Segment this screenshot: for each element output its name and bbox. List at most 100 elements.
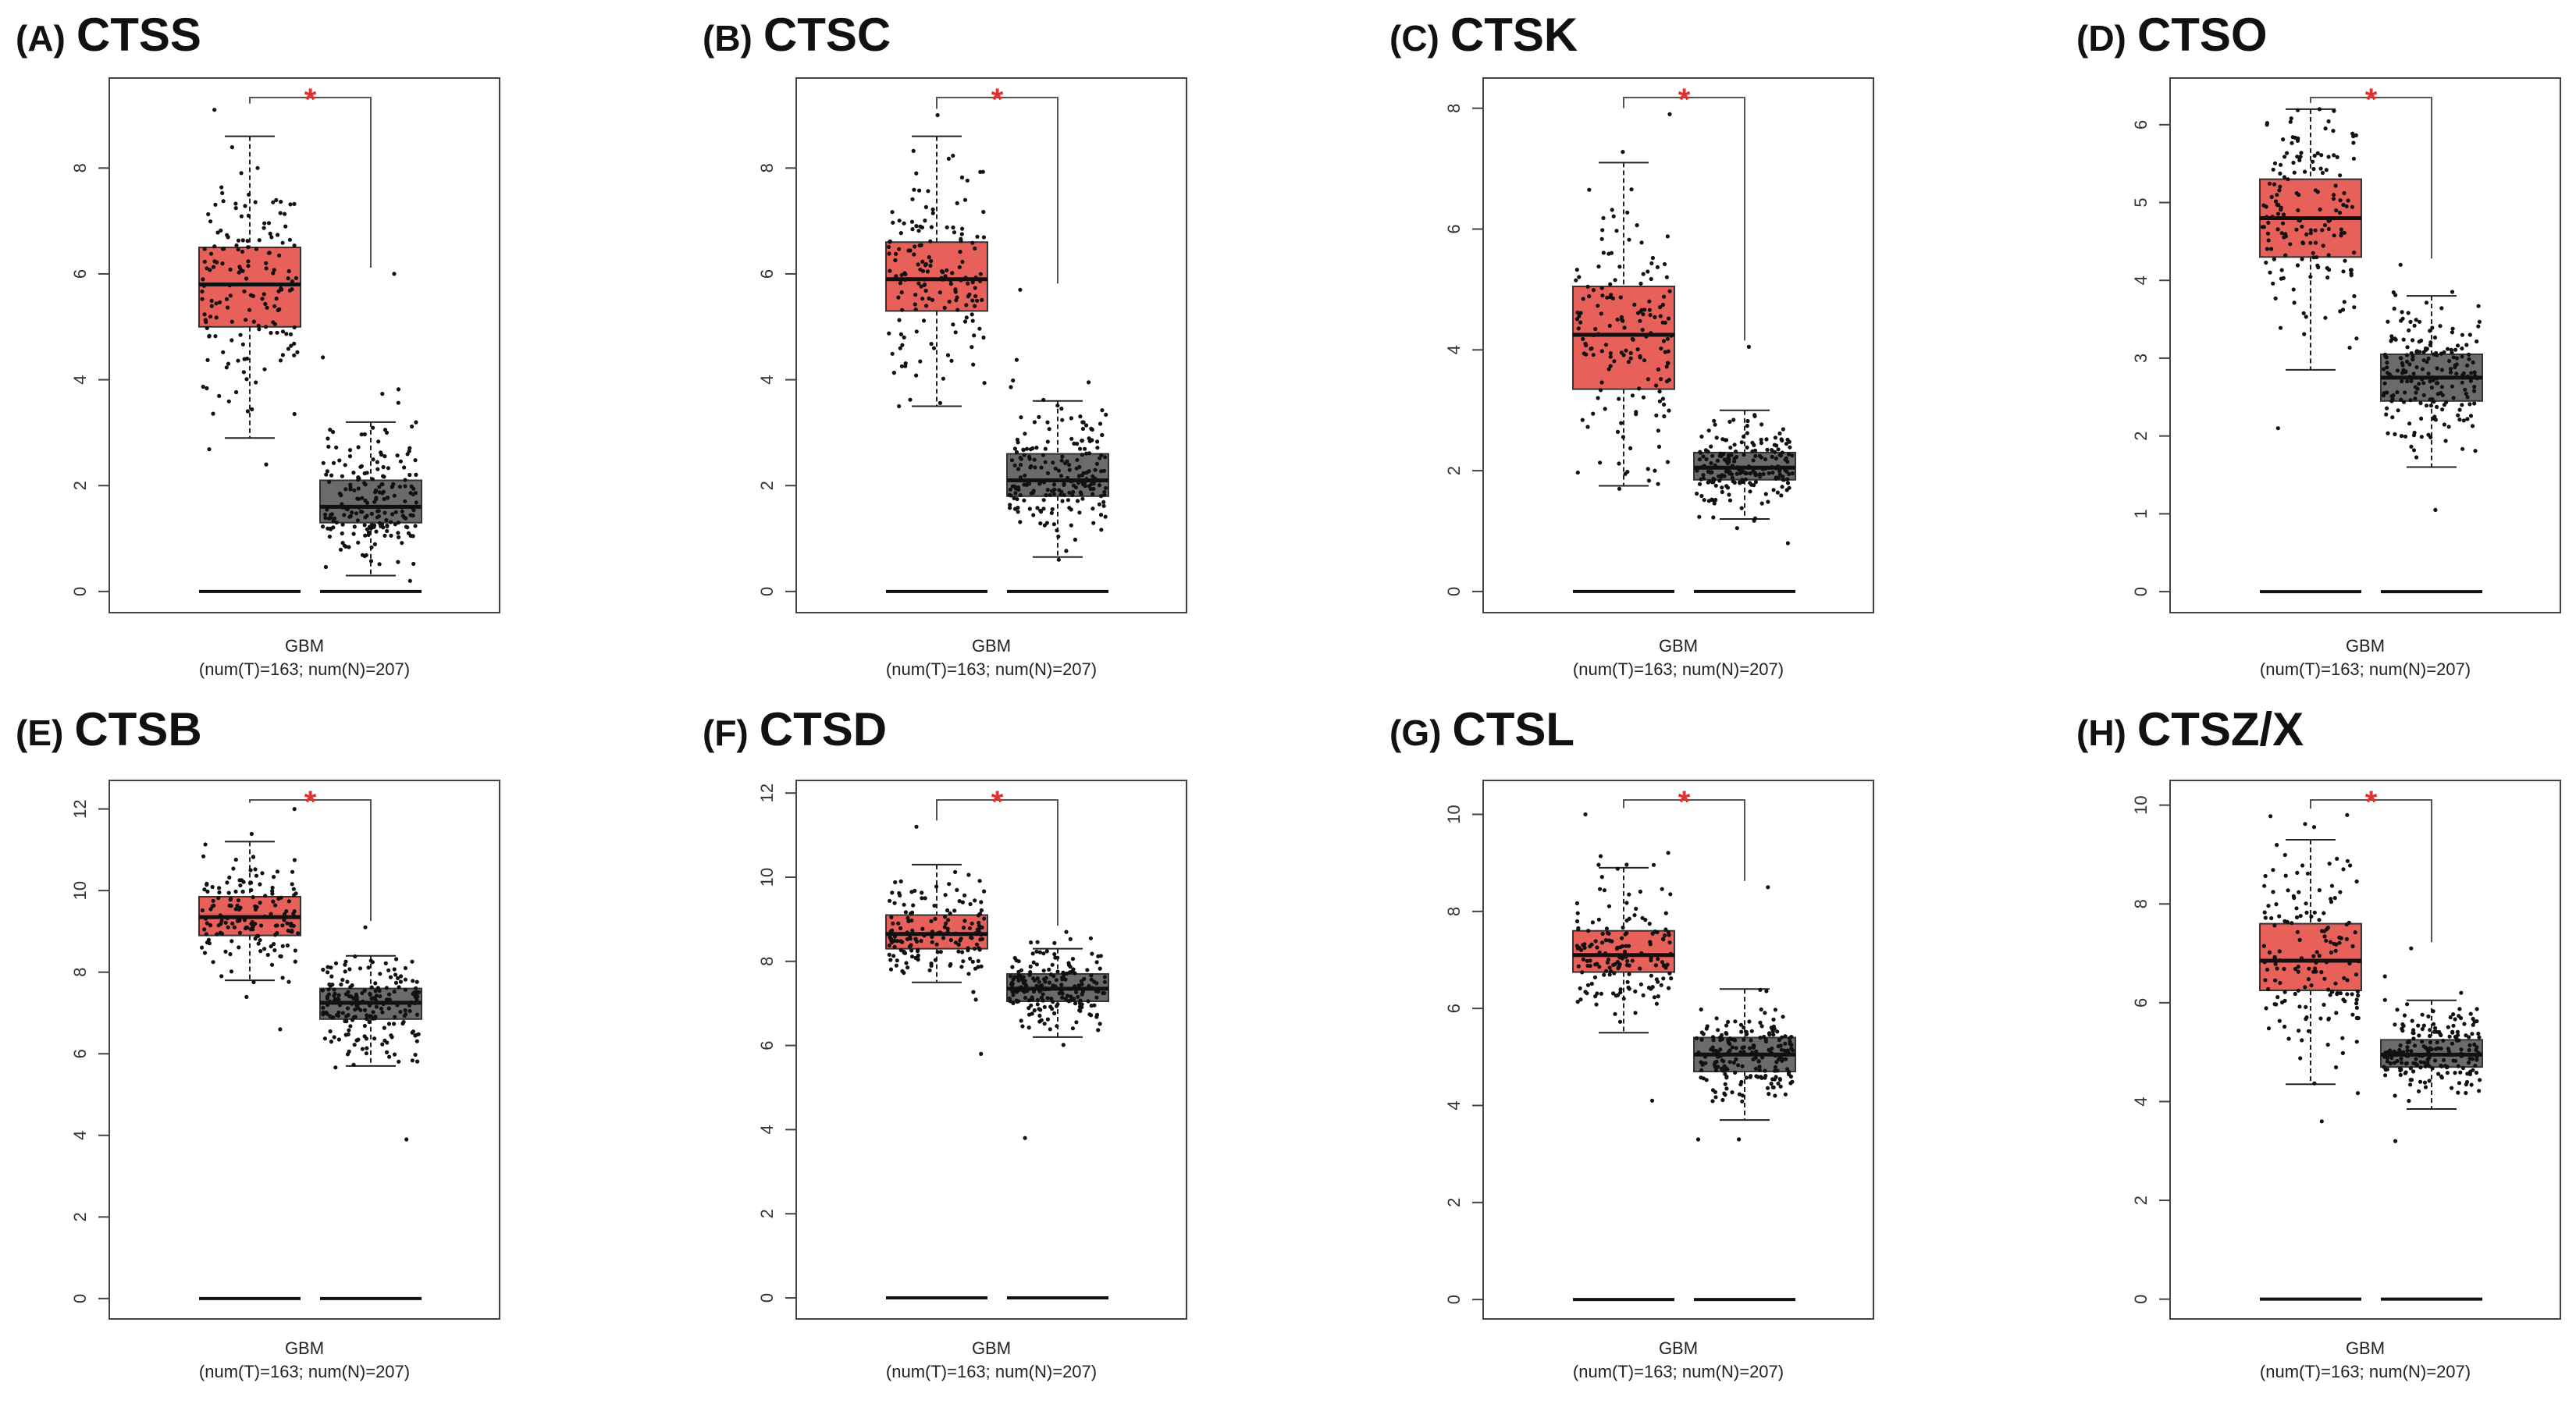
data-point xyxy=(1695,1137,1701,1142)
data-point xyxy=(1742,1037,1746,1042)
data-point xyxy=(2382,367,2386,371)
data-point xyxy=(325,507,329,512)
data-point xyxy=(2307,966,2311,971)
data-point xyxy=(371,1010,375,1015)
data-point xyxy=(2408,1066,2413,1071)
data-point xyxy=(396,387,401,392)
data-point xyxy=(2341,997,2346,1002)
y-tick-label: 0 xyxy=(1444,587,1464,596)
data-point xyxy=(1032,1008,1037,1013)
data-point xyxy=(1781,1015,1785,1019)
data-point xyxy=(966,873,971,877)
data-point xyxy=(1041,397,1046,402)
data-point xyxy=(2300,863,2305,868)
data-point xyxy=(386,1006,391,1011)
data-point xyxy=(1035,997,1040,1002)
data-point xyxy=(1045,471,1051,475)
data-point xyxy=(2405,1048,2410,1053)
data-point xyxy=(247,307,252,312)
data-point xyxy=(1022,498,1026,503)
data-point xyxy=(2461,418,2466,423)
data-point xyxy=(950,271,955,275)
tumor-box xyxy=(1572,812,1675,1103)
data-point xyxy=(2445,347,2450,351)
data-point xyxy=(1744,1075,1749,1080)
data-point xyxy=(1055,969,1060,974)
data-point xyxy=(2467,1072,2472,1076)
data-point xyxy=(2324,960,2329,965)
data-point xyxy=(1091,507,1095,511)
data-point xyxy=(2342,190,2347,196)
data-point xyxy=(1587,294,1592,299)
data-point xyxy=(2396,408,2400,413)
data-point xyxy=(265,952,270,958)
data-point xyxy=(1611,214,1616,219)
data-point xyxy=(373,1015,378,1019)
data-point xyxy=(2322,1002,2326,1007)
data-point xyxy=(1095,439,1100,444)
data-point xyxy=(1739,469,1745,474)
data-point xyxy=(1012,496,1016,501)
data-point xyxy=(960,900,965,905)
data-point xyxy=(278,211,283,215)
data-point xyxy=(910,928,915,933)
data-point xyxy=(321,1012,326,1017)
data-point xyxy=(1591,332,1596,338)
data-point xyxy=(362,471,367,476)
data-point xyxy=(888,958,893,962)
data-point xyxy=(386,466,390,471)
data-point xyxy=(329,513,333,517)
data-point xyxy=(1713,1068,1719,1073)
data-point xyxy=(238,883,243,888)
data-point xyxy=(1617,461,1621,466)
data-point xyxy=(1099,528,1104,532)
data-point xyxy=(1654,413,1659,418)
data-point xyxy=(1723,1082,1727,1086)
data-point xyxy=(1739,506,1744,510)
data-point xyxy=(2411,448,2417,453)
data-point xyxy=(1098,421,1103,426)
data-point xyxy=(2401,337,2406,342)
data-point xyxy=(362,523,367,528)
data-point xyxy=(2471,360,2475,364)
data-point xyxy=(2265,121,2269,126)
data-point xyxy=(2318,1016,2323,1021)
data-point xyxy=(1638,309,1643,314)
data-point xyxy=(1621,435,1625,439)
data-point xyxy=(291,887,296,891)
data-point xyxy=(402,465,407,470)
data-point xyxy=(360,496,365,500)
data-point xyxy=(2337,940,2342,945)
data-point xyxy=(1735,465,1740,470)
data-point xyxy=(375,986,380,990)
data-point xyxy=(1787,1036,1791,1041)
data-point xyxy=(1602,972,1606,977)
data-point xyxy=(1624,862,1629,867)
data-point xyxy=(1757,1065,1762,1069)
data-point xyxy=(899,277,904,282)
data-point xyxy=(955,295,959,300)
data-point xyxy=(906,965,910,970)
data-point xyxy=(2475,1007,2479,1011)
data-point xyxy=(398,1009,403,1015)
data-point xyxy=(2466,1061,2471,1065)
data-point xyxy=(247,192,251,197)
data-point xyxy=(1625,979,1630,984)
data-point xyxy=(2333,1065,2339,1070)
data-point xyxy=(1760,467,1766,471)
data-point xyxy=(1646,478,1651,483)
data-point xyxy=(1582,942,1587,947)
data-point xyxy=(1585,284,1590,289)
data-point xyxy=(1712,478,1717,482)
y-tick-label: 2 xyxy=(757,1209,777,1218)
data-point xyxy=(2439,1033,2443,1038)
data-point xyxy=(967,292,972,297)
data-point xyxy=(1592,975,1598,979)
tumor-box xyxy=(885,112,988,409)
data-point xyxy=(2407,1039,2411,1043)
normal-box-points xyxy=(1007,929,1107,1140)
y-tick-label: 4 xyxy=(2131,275,2151,285)
data-point xyxy=(2475,1045,2479,1050)
data-point xyxy=(2439,368,2444,372)
data-point xyxy=(933,958,938,962)
